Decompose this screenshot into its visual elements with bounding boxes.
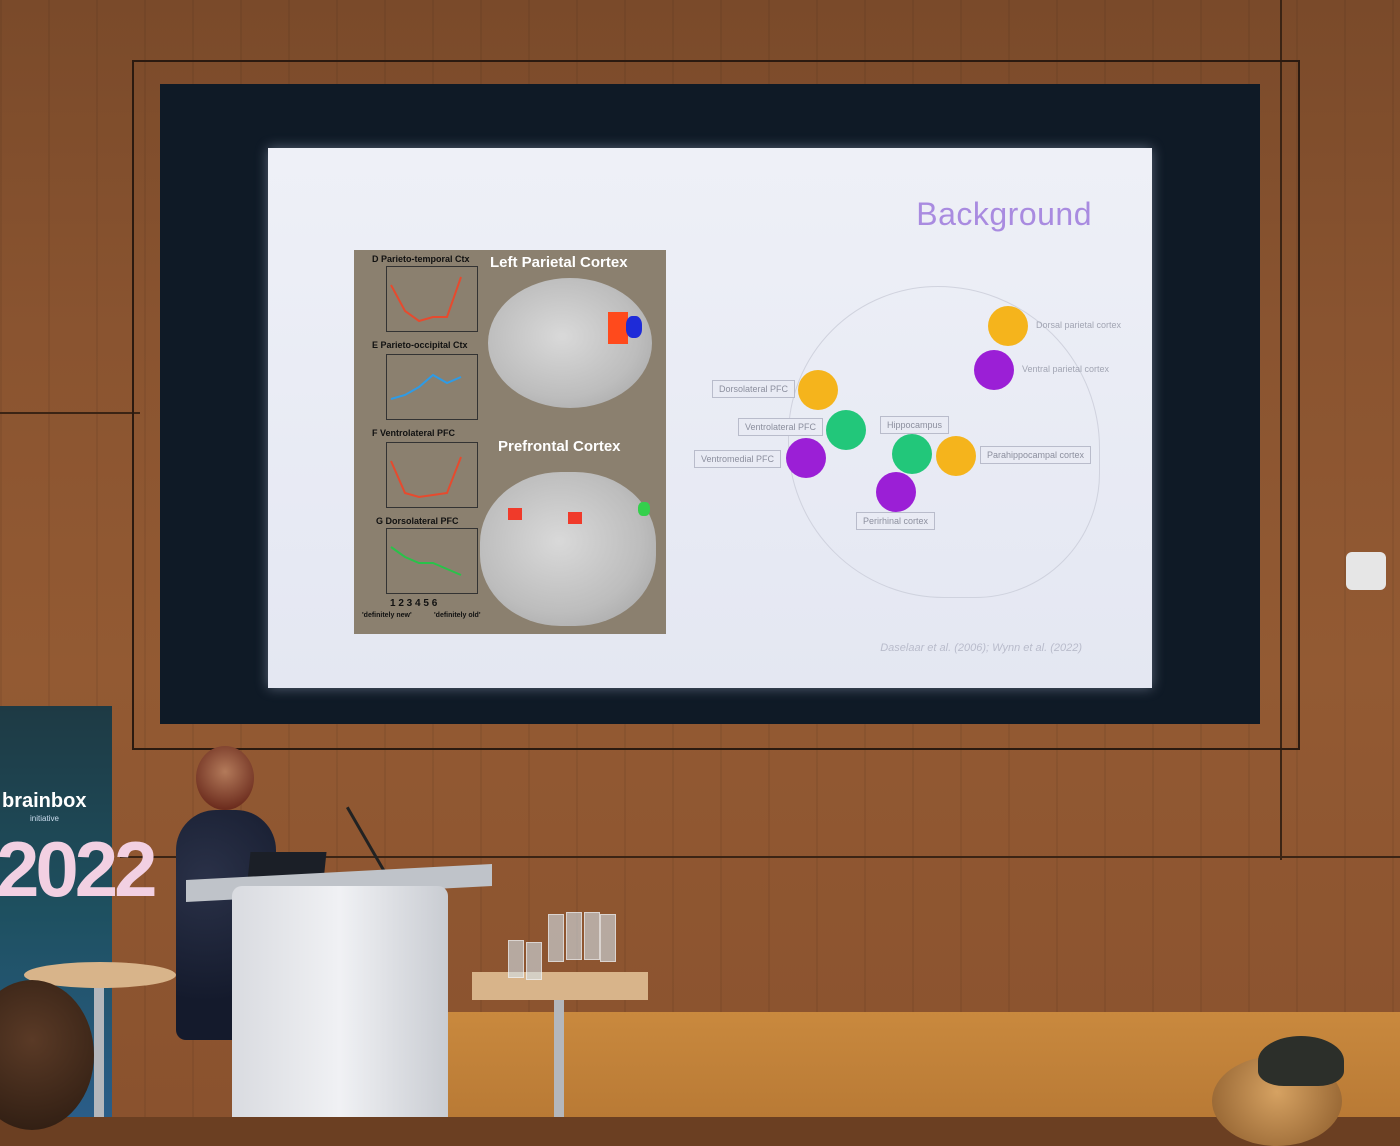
wall-camera	[1346, 552, 1386, 590]
node-parahippocampal	[936, 436, 976, 476]
water-glass	[584, 912, 600, 960]
label-ventrolateral-pfc: Ventrolateral PFC	[738, 418, 824, 436]
prefrontal-activation-green	[638, 502, 650, 516]
drinks-table	[472, 972, 648, 1000]
label-ventral-parietal: Ventral parietal cortex	[1022, 364, 1110, 374]
side-table-leg	[94, 982, 104, 1117]
presentation-slide: Background Left Parietal Cortex Prefront…	[268, 148, 1152, 688]
figure-title-prefrontal: Prefrontal Cortex	[498, 438, 621, 455]
line-chart-svg	[390, 373, 462, 400]
prefrontal-activation-red	[508, 508, 522, 520]
presenter-head	[196, 746, 254, 810]
wall-seam	[1280, 0, 1282, 860]
panel-label: E Parieto-occipital Ctx	[372, 340, 468, 350]
x-axis-ticks: 1 2 3 4 5 6	[390, 598, 438, 609]
line-chart-dorsolateral	[386, 528, 478, 594]
slide-title: Background	[916, 196, 1092, 232]
panel-label: G Dorsolateral PFC	[376, 516, 459, 526]
water-glass	[600, 914, 616, 962]
line-chart-svg	[390, 456, 462, 499]
x-axis-right-label: 'definitely old'	[434, 612, 481, 619]
panel-label: D Parieto-temporal Ctx	[372, 254, 470, 264]
banner-subtitle: initiative	[30, 814, 59, 823]
audience-cap	[1258, 1036, 1344, 1086]
node-ventrolateral-pfc	[826, 410, 866, 450]
node-dorsal-parietal	[988, 306, 1028, 346]
prefrontal-activation-red	[568, 512, 582, 524]
label-perirhinal: Perirhinal cortex	[856, 512, 936, 530]
node-dorsolateral-pfc	[798, 370, 838, 410]
wall-seam	[0, 412, 140, 414]
node-ventromedial-pfc	[786, 438, 826, 478]
screen-frame	[132, 60, 1300, 750]
parietal-activation-red	[608, 312, 628, 344]
figure-title-parietal: Left Parietal Cortex	[490, 254, 628, 271]
line-chart-parieto-temporal	[386, 266, 478, 332]
water-glass	[566, 912, 582, 960]
x-axis-left-label: 'definitely new'	[362, 612, 412, 619]
line-chart-svg	[390, 276, 462, 323]
label-dorsal-parietal: Dorsal parietal cortex	[1036, 320, 1122, 330]
parietal-activation-blue	[626, 316, 642, 338]
node-ventral-parietal	[974, 350, 1014, 390]
line-chart-svg	[390, 546, 462, 576]
wall-seam	[120, 856, 1400, 858]
brain-outline-diagram	[788, 286, 1100, 598]
label-ventromedial-pfc: Ventromedial PFC	[694, 450, 782, 468]
label-hippocampus: Hippocampus	[880, 416, 950, 434]
water-glass	[548, 914, 564, 962]
node-hippocampus	[892, 434, 932, 474]
label-parahippocampal: Parahippocampal cortex	[980, 446, 1092, 464]
lectern	[232, 886, 448, 1117]
slide-citation: Daselaar et al. (2006); Wynn et al. (202…	[880, 642, 1082, 654]
axial-brain-image	[480, 472, 656, 626]
brain-figure: Left Parietal Cortex Prefrontal Cortex D…	[354, 250, 666, 634]
water-glass	[508, 940, 524, 978]
node-perirhinal	[876, 472, 916, 512]
table-leg	[554, 1000, 564, 1117]
banner-brand: brainbox	[2, 790, 87, 812]
water-glass	[526, 942, 542, 980]
banner-year: 2022	[0, 825, 158, 913]
label-dorsolateral-pfc: Dorsolateral PFC	[712, 380, 796, 398]
panel-label: F Ventrolateral PFC	[372, 428, 456, 438]
line-chart-parieto-occipital	[386, 354, 478, 420]
line-chart-ventrolateral	[386, 442, 478, 508]
